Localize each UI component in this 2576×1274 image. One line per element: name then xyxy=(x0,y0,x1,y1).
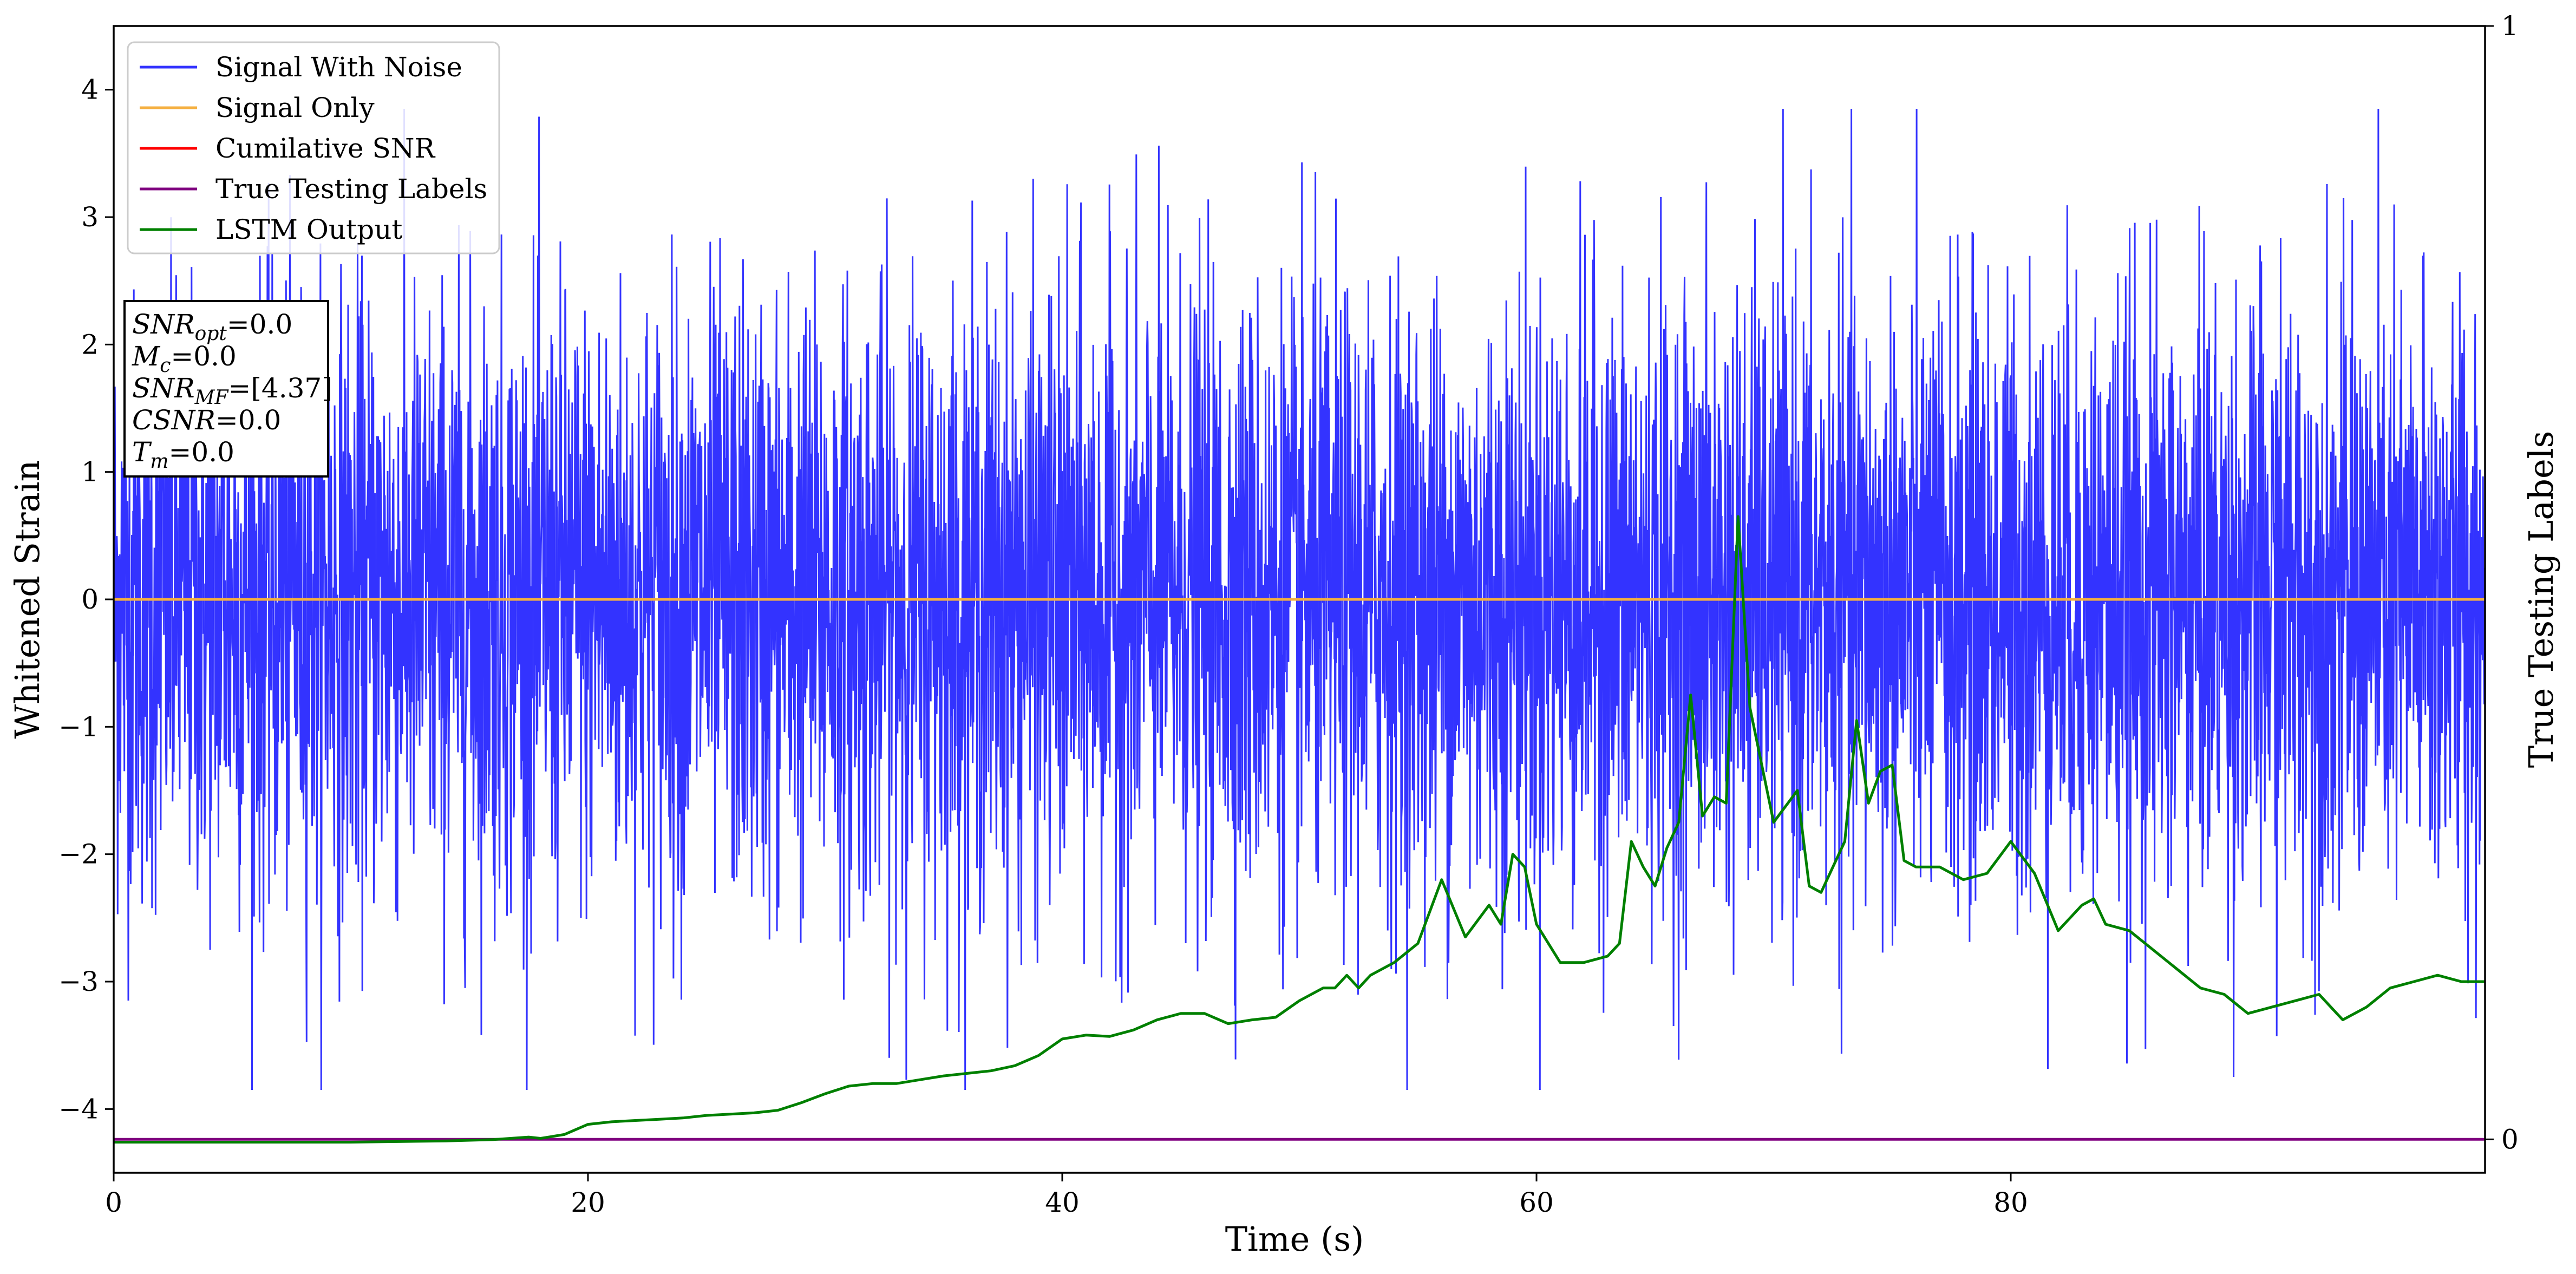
legend: Signal With Noise Signal Only Cumilative S… xyxy=(127,41,500,254)
y-tick-label: −1 xyxy=(58,711,99,742)
x-tick-label: 20 xyxy=(571,1187,605,1218)
x-tick-label: 0 xyxy=(105,1187,122,1218)
x-tick-label: 80 xyxy=(1993,1187,2028,1218)
legend-label: Signal Only xyxy=(215,92,375,123)
legend-label: True Testing Labels xyxy=(215,173,487,205)
y-tick-label: 0 xyxy=(81,584,99,615)
legend-label: Cumilative SNR xyxy=(215,133,435,164)
x-tick-label: 60 xyxy=(1519,1187,1554,1218)
signal-with-noise-series xyxy=(114,108,2485,1090)
y-tick-label: −3 xyxy=(58,966,99,997)
annotation-frame xyxy=(123,300,329,478)
y2-axis-label: True Testing Labels xyxy=(2521,431,2561,768)
annotation-line: SNRMF=[4.37] xyxy=(132,373,332,409)
y-tick-label: 2 xyxy=(81,329,99,360)
annotation-line: CSNR=0.0 xyxy=(132,404,281,436)
x-tick-label: 40 xyxy=(1045,1187,1080,1218)
lstm-output-line xyxy=(114,515,2485,1144)
legend-label: Signal With Noise xyxy=(215,51,462,83)
annotation-line: Tm=0.0 xyxy=(132,436,234,473)
y-tick-label: −2 xyxy=(58,839,99,870)
y2-tick-label: 0 xyxy=(2501,1123,2519,1155)
annotation-line: SNRopt=0.0 xyxy=(132,309,292,345)
series-layer xyxy=(114,515,2485,1144)
y-tick-label: 3 xyxy=(81,201,99,233)
legend-frame xyxy=(127,41,500,254)
y2-tick-label: 1 xyxy=(2501,10,2519,42)
y-tick-label: −4 xyxy=(58,1093,99,1125)
annotation-line: Mc=0.0 xyxy=(132,341,237,377)
legend-label: LSTM Output xyxy=(215,214,402,245)
y-tick-label: 4 xyxy=(81,74,99,106)
y-tick-label: 1 xyxy=(81,456,99,488)
x-axis-label: Time (s) xyxy=(1225,1219,1364,1259)
info-annotation: SNRopt=0.0Mc=0.0SNRMF=[4.37]CSNR=0.0Tm=0… xyxy=(123,300,332,478)
signal-with-noise-line xyxy=(114,108,2485,1090)
y-axis-label: Whitened Strain xyxy=(8,460,47,739)
